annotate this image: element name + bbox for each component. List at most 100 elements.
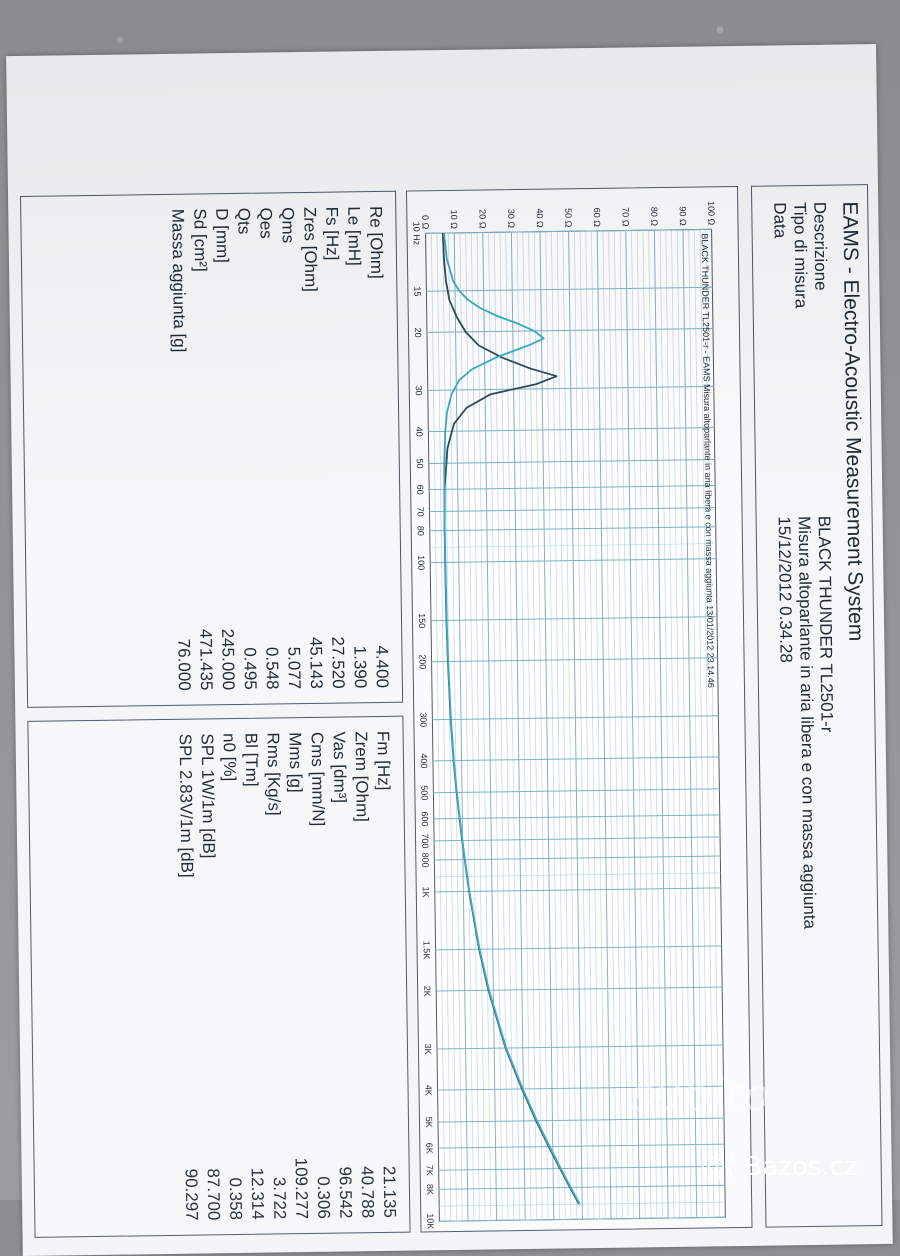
grid-line-major [434,887,721,893]
x-tick-label: 20 [413,327,423,337]
param-right-value: 109.277 [291,1157,312,1220]
grid-line-horizontal [562,231,578,1220]
param-left-value: 5.077 [284,646,304,690]
grid-line-major [433,788,720,794]
x-tick-label: 2K [422,986,432,997]
x-tick-label: 7K [425,1165,435,1176]
description-value: BLACK THUNDER TL2501-r [814,515,837,733]
impedance-chart-svg: 10 Hz 15 20 30 40 50 60 70 80 100 150 200 300 400 500 6… [411,201,726,1229]
grid-line-horizontal [619,230,635,1219]
param-right-value: 21.135 [379,1165,400,1219]
x-tick-label: 30 [414,385,424,395]
grid-line-horizontal [459,232,475,1221]
param-right-value: 0.306 [313,1176,334,1219]
description-label: Descrizione [810,201,831,291]
x-tick-label: 15 [412,286,422,296]
measurement-sheet: EAMS - Electro-Acoustic Measurement Syst… [6,44,893,1256]
param-right-value: 90.297 [181,1168,202,1221]
x-tick-label: 8K [425,1184,435,1195]
grid-line-major [438,1184,725,1190]
grid-line-horizontal [533,231,549,1220]
grid-line-horizontal [699,229,715,1218]
param-right-label: SPL 1W/1m [dB] [197,733,219,859]
param-left-label: Qes [256,207,276,239]
grid-line-horizontal [602,230,618,1219]
grid-line-major [436,1044,723,1050]
grid-line-major [429,507,716,513]
param-right-value: 3.722 [269,1176,290,1220]
param-left-value: 45.143 [306,636,326,690]
grid-line-horizontal [591,230,606,1219]
grid-line-major [427,385,714,391]
grid-line-horizontal [659,230,675,1218]
grid-line-horizontal [476,232,492,1221]
grid-line-horizontal [642,230,658,1219]
param-right-value: 40.788 [357,1166,378,1219]
x-tick-label: 40 [414,427,424,437]
grid-line-major [429,526,716,532]
date-value: 15/12/2012 0.34.28 [774,516,796,663]
grid-line-horizontal [613,230,629,1219]
y-tick-label: 60 Ω [592,208,602,228]
param-left-value: 4.400 [372,645,392,689]
grid-line-horizontal [430,233,446,1222]
grid-line-horizontal [499,232,515,1221]
x-tick-label: 700 [420,833,430,848]
param-left-label: Fs [Hz] [322,206,342,261]
grid-line-horizontal [648,230,663,1219]
param-left-label: Le [mH] [344,206,365,266]
grid-line-horizontal [625,230,641,1219]
x-tick-label: 150 [417,613,427,628]
param-left-label: Zres [Ohm] [300,206,321,293]
grid-line-major [437,1085,724,1091]
bazos-watermark: @( Bazos.cz [700,1152,858,1182]
grid-line-horizontal [516,232,532,1220]
grid-line-horizontal [631,230,646,1219]
grid-line-horizontal [636,230,652,1219]
grid-line-horizontal [545,231,560,1220]
grid-line-horizontal [471,232,486,1221]
param-left-value: 0.548 [262,646,282,690]
subito-watermark: subito [630,1070,772,1121]
impedance-series-2 [443,232,581,1205]
grid-line-horizontal [694,229,709,1218]
impedance-chart: 10 Hz 15 20 30 40 50 60 70 80 100 150 200 300 400 500 6… [406,185,753,1233]
param-right-label: Rms [Kg/s] [263,732,284,816]
grid-line-major [429,485,716,491]
y-tick-label: 100 Ω [706,201,716,226]
x-tick-label: 3K [423,1044,433,1055]
y-tick-label: 80 Ω [649,207,659,227]
grid-line-horizontal [573,231,589,1220]
param-left-label: Qms [278,207,298,244]
grid-line-major [434,855,721,861]
grid-line-horizontal [682,229,698,1218]
grid-line-major [434,836,721,842]
grid-line-horizontal [551,231,566,1220]
x-tick-label: 5K [424,1117,434,1128]
param-left-label: Qts [234,207,254,235]
grid-line-horizontal [705,229,720,1218]
measure-type-label: Tipo di misura [790,201,811,309]
param-right-label: n0 [%] [219,732,240,782]
grid-line-major [432,715,719,721]
x-tick-label: 4K [423,1085,433,1096]
y-tick-label: 10 Ω [449,210,459,230]
y-tick-label: 20 Ω [477,209,487,229]
grid-line-horizontal [688,229,703,1218]
param-left-label: Re [Ohm] [366,205,387,279]
x-tick-label: 100 [416,555,426,570]
x-tick-label: 300 [418,712,428,727]
param-left-value: 471.435 [196,628,216,691]
grid-line-horizontal [665,229,680,1218]
y-tick-label: 50 Ω [563,208,573,228]
grid-line-horizontal [453,232,469,1221]
app-title: EAMS - Electro-Acoustic Measurement Syst… [838,201,868,642]
param-left-label: Massa aggiunta [g] [168,208,190,353]
grid-line-major [435,945,722,951]
x-tick-label: 70 [415,507,425,517]
x-tick-label: 200 [417,654,427,669]
grid-line-horizontal [442,233,457,1221]
params-left-panel: Re [Ohm] 4.400 Le [mH] 1.390 Fs [Hz] 27.520 Zr… [20,190,404,708]
param-right-value: 96.542 [335,1166,356,1219]
param-left-value: 27.520 [328,636,348,689]
